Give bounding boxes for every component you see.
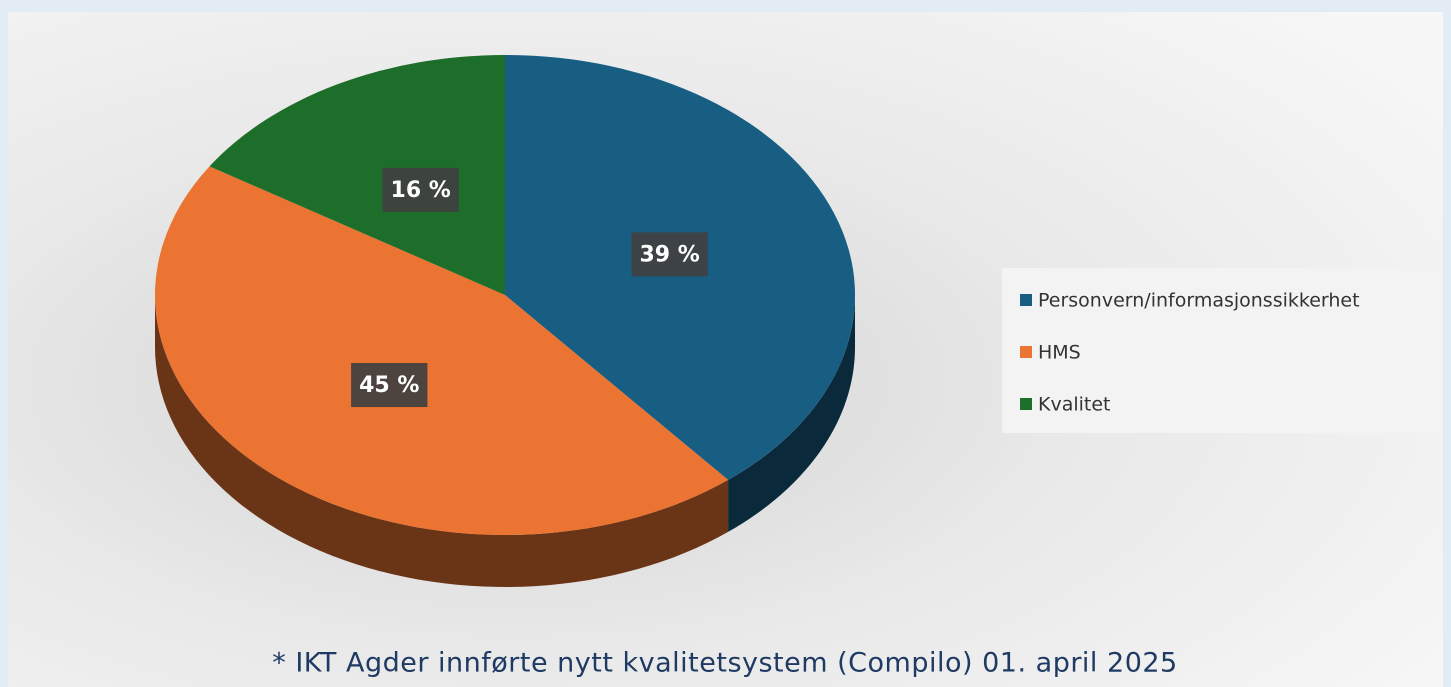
footnote: * IKT Agder innførte nytt kvalitetsystem… [272,648,1177,679]
legend-swatch [1020,294,1032,306]
value-label: 39 % [639,242,699,267]
value-label-box [382,167,459,212]
value-label-box [351,363,428,408]
slice-side [155,295,729,587]
slice-side [728,295,855,532]
value-label: 45 % [359,373,419,398]
legend-label: Personvern/informasjonssikkerhet [1038,290,1360,312]
slice [154,166,729,536]
legend-swatch [1020,346,1032,358]
slice [209,55,505,295]
legend-swatch [1020,398,1032,410]
legend-label: HMS [1038,342,1081,364]
legend-label: Kvalitet [1038,394,1111,416]
value-label: 16 % [391,178,451,203]
value-label-box [631,232,708,277]
legend-box [1002,268,1440,433]
